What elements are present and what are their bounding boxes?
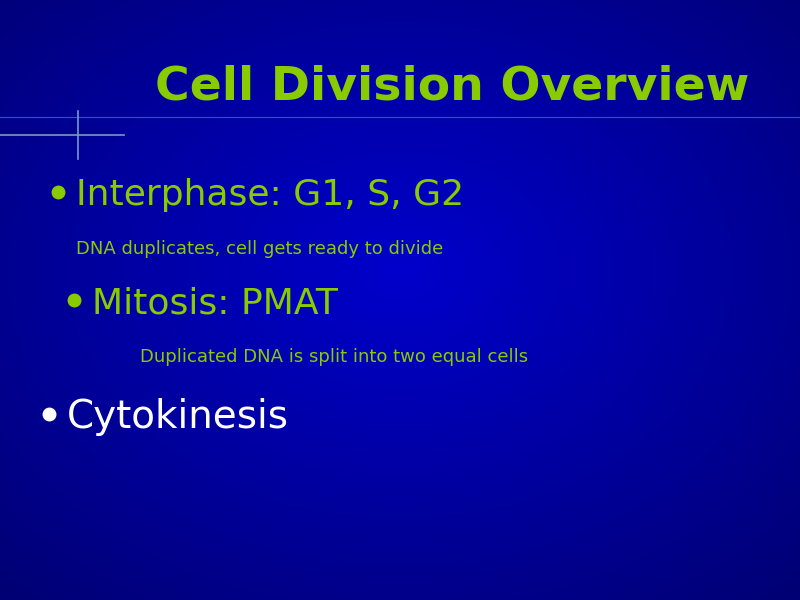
Text: Interphase: G1, S, G2: Interphase: G1, S, G2 bbox=[76, 178, 464, 212]
Text: Cell Division Overview: Cell Division Overview bbox=[155, 64, 749, 109]
Text: DNA duplicates, cell gets ready to divide: DNA duplicates, cell gets ready to divid… bbox=[76, 240, 443, 258]
Text: Duplicated DNA is split into two equal cells: Duplicated DNA is split into two equal c… bbox=[140, 348, 528, 366]
Text: Mitosis: PMAT: Mitosis: PMAT bbox=[92, 286, 338, 320]
Text: Cytokinesis: Cytokinesis bbox=[66, 398, 288, 436]
